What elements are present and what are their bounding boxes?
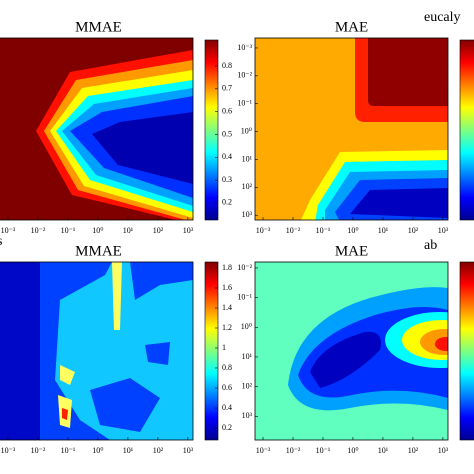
x-tick-label: 10⁻³ — [1, 446, 16, 455]
contour-fill — [0, 262, 193, 440]
y-tick-label: 10⁻¹ — [237, 292, 252, 301]
y-tick-label: 10⁻³ — [237, 43, 252, 52]
y-tick-label: 10⁻¹ — [237, 99, 252, 108]
x-tick-label: 10⁻² — [31, 446, 46, 455]
colorbar-tick-label: 1.2 — [222, 323, 232, 332]
x-tick-label: 10⁻² — [286, 226, 301, 235]
y-tick-label: 10³ — [242, 411, 253, 420]
cut-text: ab — [424, 238, 437, 253]
x-tick-label: 10³ — [438, 226, 449, 235]
colorbar — [459, 261, 474, 441]
colorbar-tick-label: 0.4 — [222, 403, 232, 412]
x-tick-label: 10⁻¹ — [61, 446, 76, 455]
contour-fill — [255, 38, 448, 220]
x-tick-label: 10⁰ — [92, 446, 103, 455]
x-tick-label: 10⁰ — [347, 446, 358, 455]
colorbar-tick-label: 0.8 — [222, 61, 232, 70]
x-tick-label: 10⁻² — [31, 226, 46, 235]
x-tick-label: 10⁰ — [92, 226, 103, 235]
colorbar-tick-label: 0.7 — [222, 84, 232, 93]
x-tick-label: 10⁻² — [286, 446, 301, 455]
y-tick-label: 10² — [242, 182, 253, 191]
colorbar-tick-label: 0.2 — [222, 423, 232, 432]
colorbar-tick-label: 0.8 — [222, 363, 232, 372]
x-tick-label: 10⁻¹ — [61, 226, 76, 235]
x-tick-label: 10¹ — [378, 446, 389, 455]
x-tick-label: 10¹ — [123, 446, 134, 455]
colorbar-tick-label: 1.8 — [222, 263, 232, 272]
colorbar-tick-label: 1.4 — [222, 303, 232, 312]
y-tick-label: 10⁰ — [241, 126, 252, 135]
colorbar — [204, 39, 219, 221]
colorbar — [459, 39, 474, 221]
panel-title: MMAE — [75, 19, 122, 35]
y-tick-label: 10⁻² — [237, 71, 252, 80]
x-tick-label: 10² — [408, 446, 419, 455]
x-tick-label: 10⁻³ — [256, 446, 271, 455]
colorbar-tick-label: 0.6 — [222, 383, 232, 392]
x-tick-label: 10³ — [183, 446, 194, 455]
cut-text: s — [0, 234, 2, 249]
colorbar-tick-label: 1.6 — [222, 283, 232, 292]
y-tick-label: 10¹ — [242, 352, 253, 361]
plot-frame — [254, 261, 449, 441]
x-tick-label: 10² — [408, 226, 419, 235]
y-tick-label: 10⁻² — [237, 263, 252, 272]
y-tick-label: 10² — [242, 381, 253, 390]
x-tick-label: 10² — [153, 226, 164, 235]
y-tick-label: 10⁰ — [241, 322, 252, 331]
x-tick-label: 10¹ — [123, 226, 134, 235]
colorbar-tick-label: 0.3 — [222, 175, 232, 184]
x-tick-label: 10¹ — [378, 226, 389, 235]
x-tick-label: 10² — [153, 446, 164, 455]
colorbar-tick-label: 0.6 — [222, 106, 232, 115]
colorbar-tick-label: 0.5 — [222, 129, 232, 138]
cut-text: eucaly — [424, 10, 461, 25]
plot-frame — [0, 37, 194, 221]
x-tick-label: 10⁻³ — [256, 226, 271, 235]
x-tick-label: 10³ — [438, 446, 449, 455]
x-tick-label: 10⁻³ — [1, 226, 16, 235]
plot-frame — [0, 261, 194, 441]
panel-title: MMAE — [75, 243, 122, 259]
panel-title: MAE — [335, 19, 368, 35]
contour-fill — [255, 262, 448, 440]
x-tick-label: 10⁰ — [347, 226, 358, 235]
colorbar-tick-label: 0.4 — [222, 152, 232, 161]
panel-title: MAE — [335, 243, 368, 259]
y-tick-label: 10³ — [242, 210, 253, 219]
x-tick-label: 10⁻¹ — [316, 226, 331, 235]
colorbar-tick-label: 0.2 — [222, 198, 232, 207]
x-tick-label: 10³ — [183, 226, 194, 235]
contour-fill — [0, 38, 193, 220]
colorbar — [204, 261, 219, 441]
plot-frame — [254, 37, 449, 221]
x-tick-label: 10⁻¹ — [316, 446, 331, 455]
colorbar-tick-label: 1 — [222, 343, 226, 352]
y-tick-label: 10¹ — [242, 154, 253, 163]
